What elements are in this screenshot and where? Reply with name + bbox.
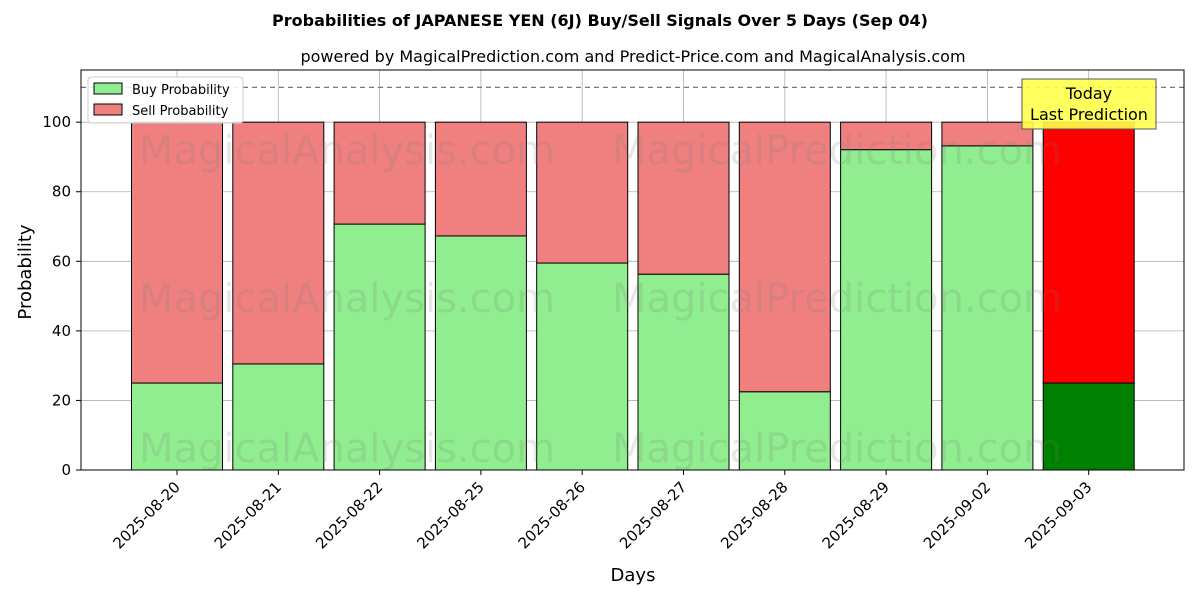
x-tick-label: 2025-09-02 [920,478,994,552]
today-annotation-box [1021,78,1157,130]
x-tick-label: 2025-08-25 [413,478,487,552]
bar-sell [131,121,223,384]
bar-sell [738,121,831,393]
bar-buy [131,382,223,471]
legend-label-sell: Sell Probability [132,104,229,119]
legend-swatch-sell [93,103,123,116]
watermark-text: MagicalPrediction.com [612,426,1062,472]
bar-buy [434,235,527,471]
today-annotation-line1: Today [1065,84,1112,103]
x-axis: 2025-08-20 2025-08-21 2025-08-22 2025-08-25… [109,470,1096,552]
y-tick-label: 80 [52,183,71,201]
bar-sell [637,121,730,275]
x-tick-label: 2025-08-27 [616,478,690,552]
bar-buy [738,391,831,471]
bar-buy [941,145,1034,471]
watermark-text: MagicalAnalysis.com [139,276,555,322]
legend-box [87,76,244,124]
y-axis: 0 20 40 60 80 100 [42,113,81,479]
y-tick-label: 20 [52,391,71,409]
chart-title: Probabilities of JAPANESE YEN (6J) Buy/S… [272,11,928,30]
legend-label-buy: Buy Probability [132,83,230,98]
bar-sell [941,121,1034,147]
today-annotation-line2: Last Prediction [1030,105,1148,124]
bar-sell [1042,121,1135,384]
legend: Buy Probability Sell Probability [87,76,244,124]
bar-sell [232,121,325,365]
bar-sell [333,121,426,225]
bars [131,121,1135,471]
watermark-text: MagicalAnalysis.com [139,128,555,174]
watermark-text: MagicalAnalysis.com [139,426,555,472]
y-tick-label: 0 [61,461,71,479]
bar-sell [840,121,933,151]
x-tick-label: 2025-09-03 [1021,478,1095,552]
watermark-text: MagicalPrediction.com [612,128,1062,174]
bar-buy [333,223,426,471]
bar-sell [536,121,629,264]
y-tick-label: 60 [52,252,71,270]
y-tick-label: 100 [42,113,71,131]
y-tick-label: 40 [52,322,71,340]
legend-swatch-buy [93,82,123,95]
x-tick-label: 2025-08-26 [515,478,589,552]
watermarks: MagicalAnalysis.com MagicalPrediction.com… [139,128,1062,472]
x-tick-label: 2025-08-22 [312,478,386,552]
y-axis-label: Probability [15,224,36,319]
x-tick-label: 2025-08-29 [819,478,893,552]
x-tick-label: 2025-08-28 [717,478,791,552]
x-tick-label: 2025-08-20 [109,478,183,552]
watermark-text: MagicalPrediction.com [612,276,1062,322]
x-tick-label: 2025-08-21 [211,478,285,552]
bar-buy [637,273,730,471]
bar-buy [536,262,629,471]
bar-sell [434,121,527,237]
bar-buy [1042,382,1135,471]
plot-frame [80,69,1185,471]
chart-subtitle: powered by MagicalPrediction.com and Pre… [300,47,965,66]
x-axis-label: Days [611,565,656,586]
today-annotation: Today Last Prediction [1021,78,1157,130]
bar-buy [840,149,933,471]
